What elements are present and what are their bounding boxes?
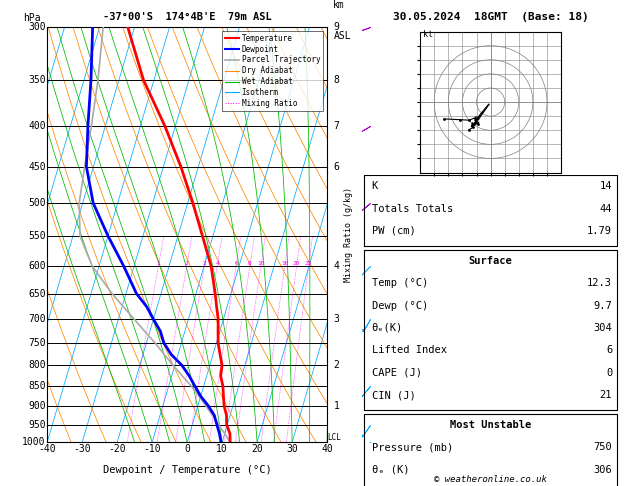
Text: 500: 500: [28, 198, 46, 208]
Text: 20: 20: [251, 444, 263, 454]
Text: kt: kt: [423, 30, 433, 39]
Text: 16: 16: [281, 261, 289, 266]
Text: 44: 44: [599, 204, 612, 213]
Text: 3: 3: [333, 314, 339, 324]
Text: 450: 450: [28, 162, 46, 172]
Text: 6: 6: [333, 162, 339, 172]
Text: km: km: [333, 0, 345, 10]
Text: Totals Totals: Totals Totals: [372, 204, 453, 213]
Text: θₑ(K): θₑ(K): [372, 323, 403, 333]
Text: Dewpoint / Temperature (°C): Dewpoint / Temperature (°C): [103, 465, 272, 475]
Text: θₑ (K): θₑ (K): [372, 465, 409, 475]
Text: Surface: Surface: [469, 256, 513, 266]
Text: 10: 10: [216, 444, 228, 454]
Text: 10: 10: [257, 261, 265, 266]
Text: 700: 700: [28, 314, 46, 324]
Text: 21: 21: [599, 390, 612, 400]
Text: 30.05.2024  18GMT  (Base: 18): 30.05.2024 18GMT (Base: 18): [392, 12, 589, 22]
Text: 750: 750: [593, 442, 612, 452]
Text: Lifted Index: Lifted Index: [372, 346, 447, 355]
Text: Most Unstable: Most Unstable: [450, 420, 532, 430]
Text: 30: 30: [286, 444, 298, 454]
Text: 6: 6: [606, 346, 612, 355]
Text: CAPE (J): CAPE (J): [372, 368, 421, 378]
Text: 8: 8: [333, 75, 339, 85]
Text: 6: 6: [234, 261, 238, 266]
Text: 750: 750: [28, 338, 46, 348]
Text: 8: 8: [248, 261, 252, 266]
Text: 4: 4: [215, 261, 219, 266]
Text: PW (cm): PW (cm): [372, 226, 416, 236]
Text: 9: 9: [333, 22, 339, 32]
Text: 900: 900: [28, 401, 46, 411]
Text: 4: 4: [333, 261, 339, 271]
Text: Temp (°C): Temp (°C): [372, 278, 428, 288]
Text: -37°00'S  174°4B'E  79m ASL: -37°00'S 174°4B'E 79m ASL: [103, 12, 272, 22]
Text: 1000: 1000: [22, 437, 46, 447]
Text: © weatheronline.co.uk: © weatheronline.co.uk: [434, 475, 547, 485]
Text: 40: 40: [321, 444, 333, 454]
Text: 0: 0: [606, 368, 612, 378]
Text: 306: 306: [593, 465, 612, 475]
Text: 304: 304: [593, 323, 612, 333]
Text: 800: 800: [28, 360, 46, 370]
Text: 9.7: 9.7: [593, 301, 612, 311]
Text: 550: 550: [28, 231, 46, 241]
Text: 20: 20: [293, 261, 301, 266]
Text: hPa: hPa: [23, 13, 41, 22]
Text: 1: 1: [157, 261, 160, 266]
Text: 2: 2: [333, 360, 339, 370]
Text: ASL: ASL: [333, 31, 351, 41]
Text: -30: -30: [74, 444, 91, 454]
Text: 300: 300: [28, 22, 46, 32]
Text: 0: 0: [184, 444, 190, 454]
Text: -10: -10: [143, 444, 161, 454]
Text: 950: 950: [28, 419, 46, 430]
Text: 1: 1: [333, 401, 339, 411]
Legend: Temperature, Dewpoint, Parcel Trajectory, Dry Adiabat, Wet Adiabat, Isotherm, Mi: Temperature, Dewpoint, Parcel Trajectory…: [221, 31, 323, 111]
Text: 12.3: 12.3: [587, 278, 612, 288]
Text: 1.79: 1.79: [587, 226, 612, 236]
Text: 850: 850: [28, 381, 46, 391]
Text: LCL: LCL: [327, 433, 342, 442]
Text: 650: 650: [28, 289, 46, 298]
Text: Mixing Ratio (g/kg): Mixing Ratio (g/kg): [344, 187, 353, 282]
Text: 400: 400: [28, 121, 46, 131]
Text: CIN (J): CIN (J): [372, 390, 416, 400]
Text: Pressure (mb): Pressure (mb): [372, 442, 453, 452]
Text: 350: 350: [28, 75, 46, 85]
Text: -20: -20: [108, 444, 126, 454]
Text: 14: 14: [599, 181, 612, 191]
Text: 2: 2: [185, 261, 189, 266]
Text: Dewp (°C): Dewp (°C): [372, 301, 428, 311]
Text: 7: 7: [333, 121, 339, 131]
Text: 25: 25: [305, 261, 313, 266]
Text: -40: -40: [38, 444, 56, 454]
Text: K: K: [372, 181, 378, 191]
Text: 600: 600: [28, 261, 46, 271]
Text: 3: 3: [203, 261, 206, 266]
